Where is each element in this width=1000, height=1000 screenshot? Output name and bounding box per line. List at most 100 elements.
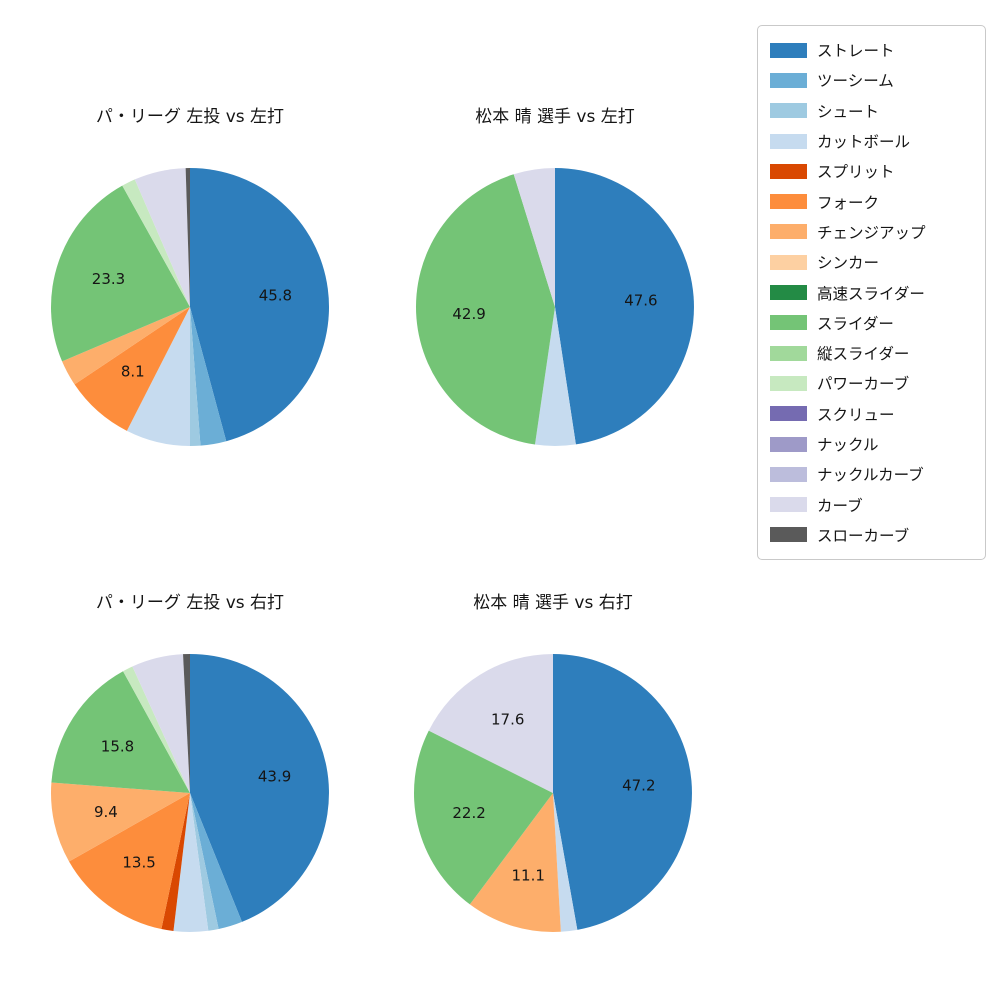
pie-slice-スライダー — [415, 174, 555, 445]
pie-slice-label: 22.2 — [452, 804, 485, 822]
legend-item: 高速スライダー — [758, 277, 985, 307]
legend-item-label: スクリュー — [817, 405, 895, 424]
legend-swatch-icon — [770, 194, 807, 210]
pie-slice-パワーカーブ — [123, 666, 190, 793]
pie-chart-pa-league-vs-rhb: 43.9 13.5 9.4 15.8 — [50, 654, 329, 932]
legend-item: パワーカーブ — [758, 368, 985, 398]
pie-slice-スプリット — [161, 793, 190, 932]
pie-slice-フォーク — [69, 793, 190, 930]
chart-title: パ・リーグ 左投 vs 左打 — [95, 107, 285, 127]
pie-slice-カーブ — [513, 168, 555, 307]
legend-item-label: パワーカーブ — [817, 375, 910, 394]
chart-title: 松本 晴 選手 vs 右打 — [473, 593, 633, 613]
pie-slice-カーブ — [132, 654, 190, 793]
legend-swatch-icon — [770, 103, 807, 119]
legend-item: ストレート — [758, 35, 985, 65]
pie-slice-ストレート — [555, 168, 694, 445]
pie-slice-label: 47.2 — [622, 776, 655, 794]
pie-slice-チェンジアップ — [50, 782, 190, 862]
pie-slice-ストレート — [553, 654, 692, 930]
legend-item: スライダー — [758, 308, 985, 338]
pie-slice-ツーシーム — [190, 307, 227, 446]
pie-slice-label: 43.9 — [258, 768, 291, 786]
legend-item: ナックルカーブ — [758, 459, 985, 489]
legend-item: ツーシーム — [758, 65, 985, 95]
legend-swatch-icon — [770, 72, 807, 88]
legend-swatch-icon — [770, 285, 807, 301]
pie-slice-カットボール — [126, 307, 190, 446]
pie-slice-カットボール — [534, 307, 576, 446]
legend-item-label: シュート — [817, 102, 880, 121]
legend-item: 縦スライダー — [758, 338, 985, 368]
pie-slice-label: 8.1 — [121, 363, 145, 381]
legend-swatch-icon — [770, 254, 807, 270]
pie-slice-シュート — [190, 793, 219, 931]
pie-slice-label: 9.4 — [94, 803, 118, 821]
pie-slice-label: 15.8 — [101, 737, 134, 755]
legend-swatch-icon — [770, 406, 807, 422]
legend-swatch-icon — [770, 163, 807, 179]
chart-pa-league-vs-rhb: パ・リーグ 左投 vs 右打 43.9 13.5 9.4 15.8 — [5, 582, 375, 948]
pie-slice-チェンジアップ — [62, 307, 191, 385]
legend-item: シンカー — [758, 247, 985, 277]
pie-slice-label: 17.6 — [491, 711, 524, 729]
pie-slice-ストレート — [190, 654, 329, 922]
legend-item-label: スローカーブ — [817, 526, 910, 545]
pie-slice-label: 23.3 — [92, 270, 125, 288]
pie-slice-カットボール — [553, 793, 578, 932]
pie-slice-label: 13.5 — [122, 854, 155, 872]
pie-slice-ストレート — [190, 168, 330, 442]
pie-slice-スライダー — [51, 671, 190, 793]
legend-swatch-icon — [770, 466, 807, 482]
legend-item-label: フォーク — [817, 193, 880, 212]
pie-slice-label: 42.9 — [452, 305, 485, 323]
legend-item-label: ツーシーム — [817, 72, 894, 91]
legend-item: チェンジアップ — [758, 217, 985, 247]
chart-matsumoto-vs-rhb: 松本 晴 選手 vs 右打 47.2 11.1 22.2 17.6 — [368, 582, 738, 948]
pie-slice-カーブ — [134, 168, 190, 307]
pie-slice-label: 45.8 — [259, 287, 292, 305]
legend-item-label: カットボール — [817, 133, 911, 152]
pie-slice-ツーシーム — [190, 793, 242, 930]
pie-slice-スライダー — [414, 730, 553, 905]
pie-slice-スローカーブ — [185, 168, 190, 307]
pie-slice-フォーク — [74, 307, 190, 431]
legend-item-label: カーブ — [817, 496, 863, 515]
legend-item-label: シンカー — [817, 254, 880, 273]
chart-title: パ・リーグ 左投 vs 右打 — [95, 593, 285, 613]
legend-swatch-icon — [770, 224, 807, 240]
legend-item: ナックル — [758, 429, 985, 459]
legend-item-label: 高速スライダー — [817, 284, 925, 303]
pie-slice-スローカーブ — [183, 654, 190, 793]
legend-item: スクリュー — [758, 399, 985, 429]
pie-slice-チェンジアップ — [469, 793, 561, 933]
pie-chart-matsumoto-vs-lhb: 47.6 42.9 — [415, 168, 694, 446]
pie-slice-パワーカーブ — [122, 179, 190, 307]
legend-swatch-icon — [770, 315, 807, 331]
legend-item: シュート — [758, 96, 985, 126]
legend-swatch-icon — [770, 375, 807, 391]
legend-swatch-icon — [770, 345, 807, 361]
legend-item-label: 縦スライダー — [817, 345, 910, 364]
pie-slice-label: 47.6 — [624, 292, 657, 310]
pie-chart-pa-league-vs-lhb: 45.8 8.1 23.3 — [51, 168, 330, 447]
legend-item: カーブ — [758, 489, 985, 519]
chart-title: 松本 晴 選手 vs 左打 — [475, 107, 635, 127]
pie-slice-カーブ — [428, 654, 553, 793]
pie-slice-シュート — [190, 307, 201, 447]
legend-swatch-icon — [770, 42, 807, 58]
legend-item: スプリット — [758, 156, 985, 186]
legend-item: カットボール — [758, 126, 985, 156]
legend-item-label: スプリット — [817, 163, 895, 182]
pie-slice-カットボール — [173, 793, 209, 932]
legend-item: スローカーブ — [758, 520, 985, 550]
legend-swatch-icon — [770, 133, 807, 149]
legend: ストレートツーシームシュートカットボール スプリットフォークチェンジアップ シンカー… — [757, 25, 986, 561]
chart-pa-league-vs-lhb: パ・リーグ 左投 vs 左打 45.8 8.1 23.3 — [5, 96, 375, 462]
legend-item-label: ナックルカーブ — [817, 466, 924, 485]
legend-swatch-icon — [770, 527, 807, 543]
legend-swatch-icon — [770, 436, 807, 452]
legend-item-label: チェンジアップ — [817, 223, 926, 242]
legend-item: フォーク — [758, 186, 985, 216]
